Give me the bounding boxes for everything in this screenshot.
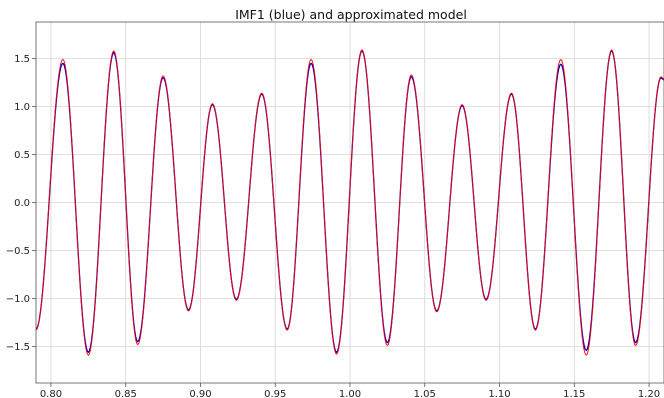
y-tick-label: 1.5 (14, 54, 30, 65)
y-tick-label: 1.0 (14, 102, 30, 113)
series-lines (36, 49, 664, 356)
x-tick-label: 0.95 (264, 389, 286, 398)
chart-title: IMF1 (blue) and approximated model (235, 7, 467, 22)
y-axis-ticks: −1.5 −1.0 −0.5 0.0 0.5 1.0 1.5 (6, 54, 36, 353)
y-tick-label: −0.5 (6, 246, 30, 257)
x-tick-label: 1.00 (339, 389, 361, 398)
x-tick-label: 0.85 (115, 389, 137, 398)
y-tick-label: 0.5 (14, 150, 30, 161)
x-tick-label: 1.10 (488, 389, 510, 398)
x-axis-ticks: 0.80 0.85 0.90 0.95 1.00 1.05 1.10 1.15 1.20 (40, 383, 660, 398)
y-tick-label: −1.5 (6, 342, 30, 353)
x-tick-label: 1.05 (414, 389, 436, 398)
x-tick-label: 0.90 (189, 389, 211, 398)
grid-lines (36, 22, 664, 383)
x-tick-label: 1.15 (563, 389, 585, 398)
y-tick-label: −1.0 (6, 294, 30, 305)
model-series-line (36, 49, 664, 356)
y-tick-label: 0.0 (14, 198, 30, 209)
x-tick-label: 0.80 (40, 389, 62, 398)
x-tick-label: 1.20 (638, 389, 660, 398)
